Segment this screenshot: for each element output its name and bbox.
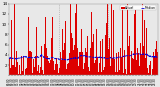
Legend: Actual, Median: Actual, Median	[120, 5, 156, 10]
